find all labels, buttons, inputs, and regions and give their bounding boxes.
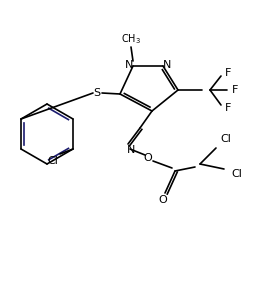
Text: S: S	[93, 88, 101, 98]
Text: N: N	[125, 60, 133, 70]
Text: Cl: Cl	[232, 169, 242, 179]
Text: Cl: Cl	[221, 134, 231, 144]
Text: F: F	[225, 103, 231, 113]
Text: CH$_3$: CH$_3$	[121, 32, 141, 46]
Text: N: N	[127, 145, 135, 155]
Text: F: F	[225, 68, 231, 78]
Text: O: O	[159, 195, 167, 205]
Text: N: N	[163, 60, 171, 70]
Text: Cl: Cl	[48, 156, 58, 166]
Text: F: F	[232, 85, 238, 95]
Text: O: O	[144, 153, 152, 163]
